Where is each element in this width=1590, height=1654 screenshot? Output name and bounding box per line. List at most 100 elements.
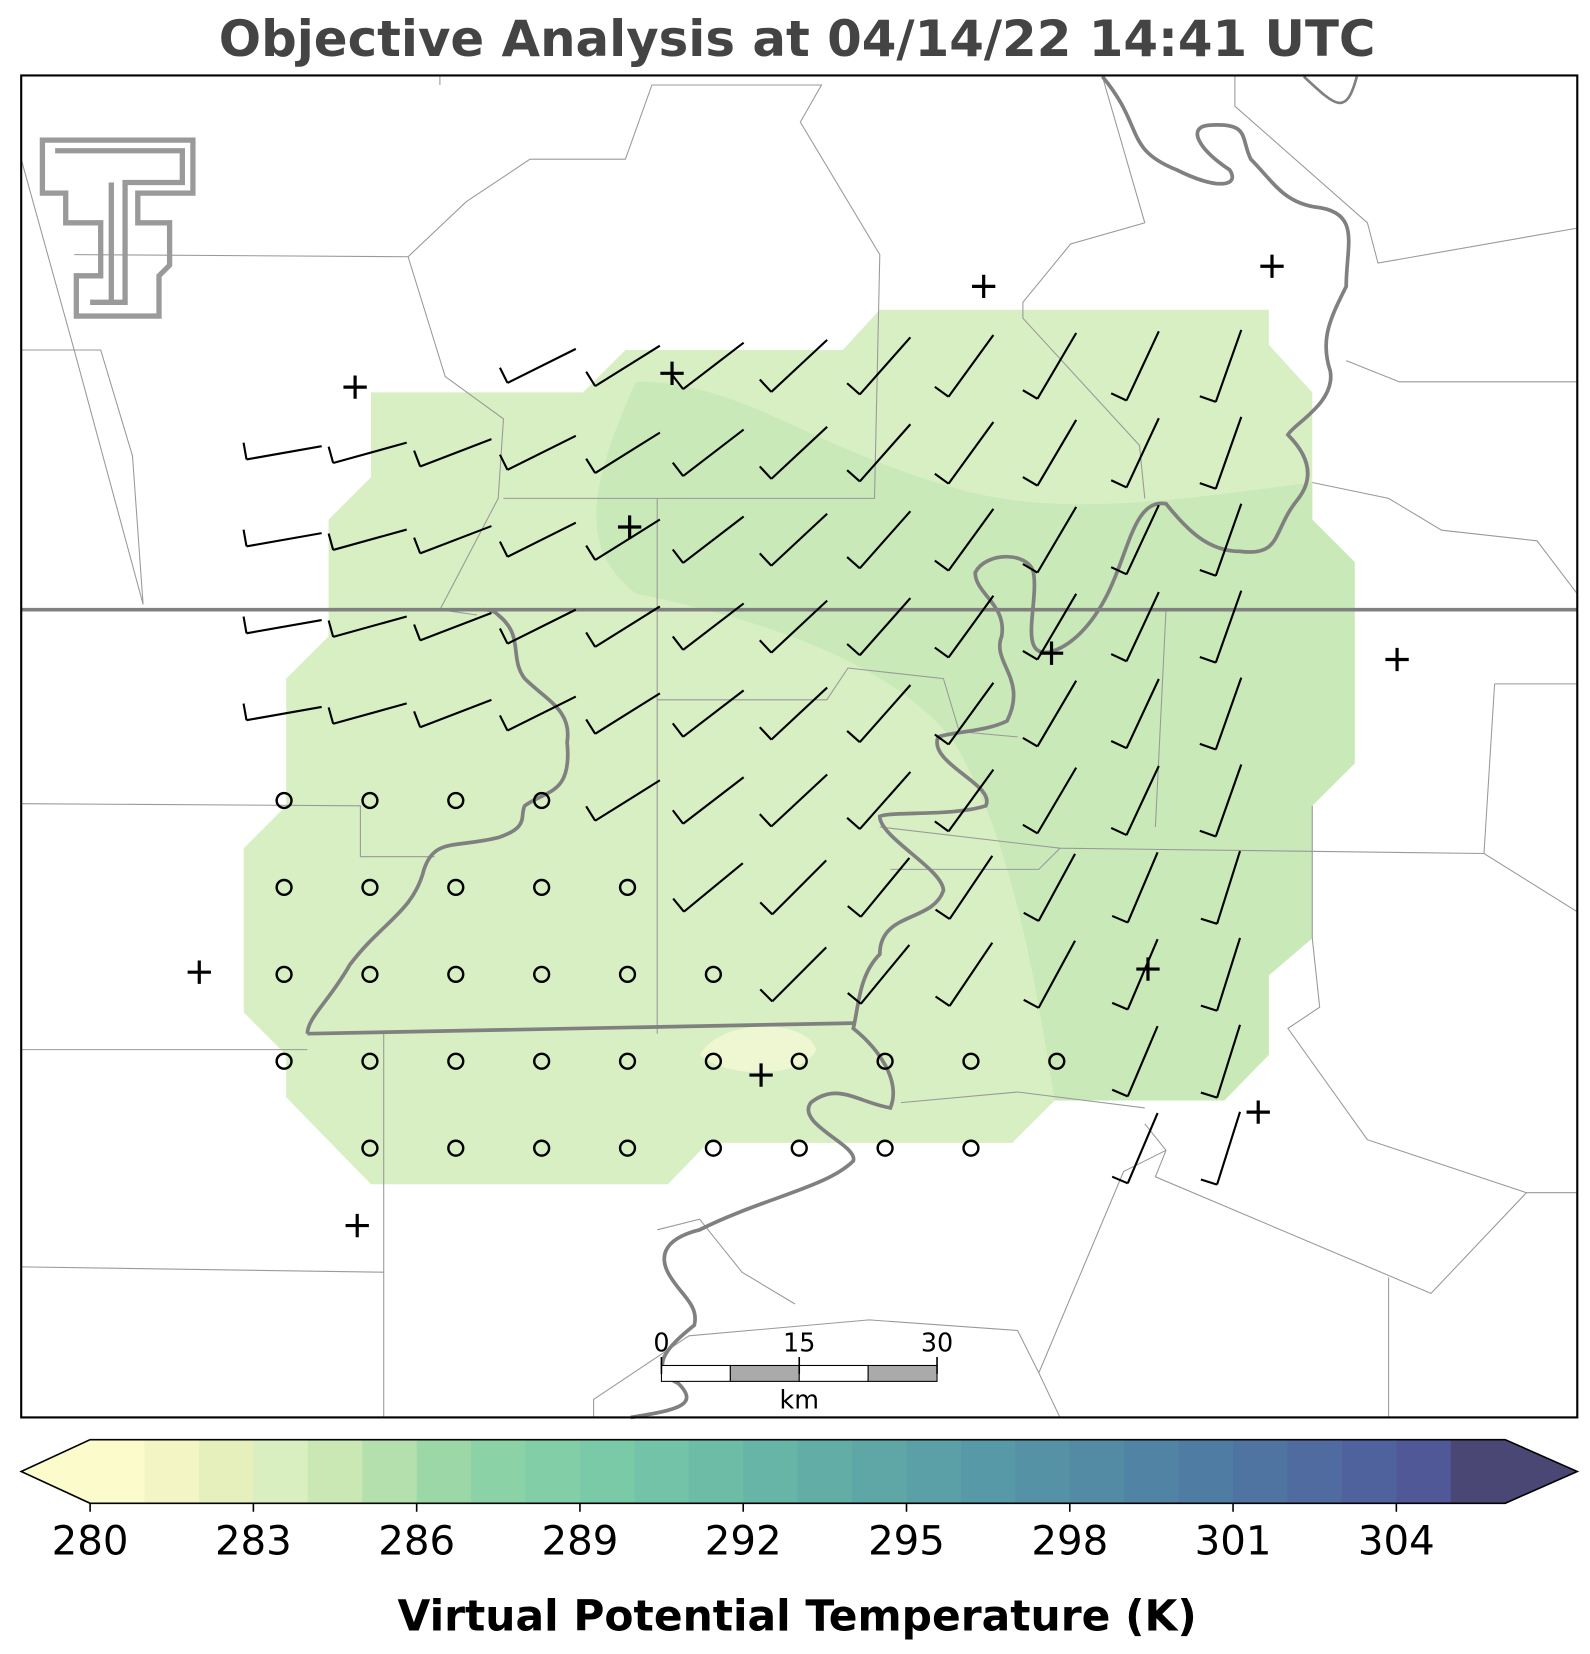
wind-barb bbox=[594, 344, 661, 388]
wind-barb bbox=[507, 695, 577, 732]
wind-barb-tick bbox=[759, 988, 774, 1003]
wind-barb bbox=[682, 776, 745, 825]
wind-barb-tick bbox=[1200, 1178, 1218, 1186]
wind-barb-tick bbox=[1199, 742, 1217, 751]
calm-wind bbox=[275, 1052, 293, 1070]
colorbar-segment bbox=[198, 1439, 254, 1504]
calm-wind bbox=[533, 878, 551, 897]
wind-barb-tick bbox=[585, 805, 597, 822]
wind-barb-tick bbox=[846, 730, 861, 743]
scale-segment bbox=[867, 1364, 938, 1382]
wind-barb bbox=[332, 528, 407, 551]
wind-barb bbox=[947, 334, 995, 398]
colorbar-segment bbox=[471, 1439, 527, 1504]
calm-wind bbox=[361, 1139, 379, 1157]
calm-wind bbox=[275, 791, 293, 810]
colorbar-segment bbox=[634, 1439, 690, 1504]
calm-wind bbox=[533, 1052, 551, 1070]
wind-barb bbox=[246, 532, 322, 548]
colorbar-extend-low bbox=[21, 1439, 91, 1504]
colorbar-extend-high bbox=[1505, 1439, 1578, 1504]
wind-barb bbox=[594, 779, 661, 822]
colorbar-segment bbox=[743, 1439, 799, 1504]
wind-barb-tick bbox=[1199, 482, 1217, 490]
wind-barb-tick bbox=[1110, 566, 1128, 576]
calm-wind bbox=[1048, 1052, 1066, 1070]
wind-barb bbox=[947, 769, 995, 832]
colorbar-segment bbox=[253, 1439, 309, 1504]
wind-barb bbox=[860, 944, 911, 1005]
wind-barb-tick bbox=[758, 726, 773, 741]
calm-wind bbox=[533, 965, 551, 983]
calm-wind bbox=[876, 1052, 894, 1070]
wind-barb bbox=[947, 595, 995, 659]
wind-barb bbox=[1214, 503, 1243, 577]
colorbar-tick-label: 304 bbox=[1358, 1519, 1435, 1565]
wind-barb bbox=[1126, 1025, 1159, 1097]
light-patch bbox=[699, 1026, 817, 1073]
wind-barb-tick bbox=[1199, 829, 1217, 838]
wind-barb bbox=[1036, 419, 1078, 487]
wind-barb bbox=[770, 339, 828, 393]
wind-barb bbox=[859, 684, 912, 743]
wind-barb-tick bbox=[934, 385, 950, 398]
wind-barb bbox=[1126, 938, 1159, 1010]
calm-wind bbox=[361, 791, 379, 810]
wind-barb bbox=[859, 597, 912, 656]
wind-barb-tick bbox=[1022, 389, 1038, 400]
wind-barb-tick bbox=[934, 646, 950, 659]
wind-barb-tick bbox=[585, 545, 597, 561]
wind-barb bbox=[507, 608, 577, 645]
colorbar-tick-label: 283 bbox=[215, 1519, 292, 1565]
station-marker bbox=[345, 1213, 369, 1238]
wind-barb-tick bbox=[759, 901, 774, 916]
wind-barb-tick bbox=[242, 529, 248, 547]
wind-barb-tick bbox=[1022, 650, 1038, 661]
wind-barb bbox=[1036, 332, 1078, 400]
colorbar-segment bbox=[90, 1439, 146, 1504]
wind-barb-tick bbox=[671, 461, 684, 477]
calm-wind bbox=[361, 965, 379, 983]
colorbar-segment bbox=[1341, 1439, 1397, 1504]
scale-segment bbox=[729, 1364, 800, 1382]
wind-barb bbox=[1125, 765, 1160, 836]
wind-barb-tick bbox=[498, 541, 509, 558]
wind-barb-tick bbox=[327, 533, 335, 551]
wind-barb-tick bbox=[413, 537, 422, 554]
colorbar-tick-label: 280 bbox=[52, 1519, 129, 1565]
wind-barb-tick bbox=[242, 616, 248, 634]
wind-barb-tick bbox=[1111, 1001, 1129, 1011]
wind-barb-tick bbox=[1200, 1004, 1218, 1012]
wind-barb bbox=[1216, 850, 1242, 925]
analysis-field-darker bbox=[596, 381, 1355, 1101]
station-marker bbox=[660, 361, 684, 385]
wind-barb-tick bbox=[242, 442, 248, 460]
scale-segment bbox=[798, 1364, 869, 1382]
wind-barb bbox=[1125, 417, 1160, 488]
wind-barb bbox=[1125, 504, 1160, 575]
wind-barb-tick bbox=[934, 995, 951, 1007]
calm-wind bbox=[447, 1139, 465, 1157]
wind-barb-tick bbox=[671, 722, 684, 738]
calm-wind bbox=[447, 791, 465, 810]
wind-barb-tick bbox=[1110, 653, 1128, 663]
wind-barb-tick bbox=[934, 820, 950, 833]
wind-barb-tick bbox=[934, 472, 950, 485]
wind-barb bbox=[947, 508, 995, 572]
wind-barb bbox=[770, 426, 828, 480]
wind-barb-tick bbox=[934, 733, 950, 746]
calm-wind bbox=[618, 878, 637, 897]
wind-barb-tick bbox=[1023, 998, 1040, 1009]
wind-barb-tick bbox=[498, 454, 509, 471]
calm-wind bbox=[704, 1139, 723, 1157]
wind-barb bbox=[332, 615, 407, 638]
calm-wind bbox=[447, 1052, 465, 1070]
wind-barb bbox=[419, 698, 492, 729]
wind-barb-tick bbox=[1200, 1091, 1218, 1099]
wind-barb bbox=[1214, 764, 1243, 837]
wind-barb-tick bbox=[1199, 395, 1217, 403]
wind-barb bbox=[594, 518, 661, 561]
wind-barb bbox=[1216, 1024, 1242, 1098]
wind-barb bbox=[859, 423, 912, 483]
wind-barb bbox=[419, 525, 492, 555]
